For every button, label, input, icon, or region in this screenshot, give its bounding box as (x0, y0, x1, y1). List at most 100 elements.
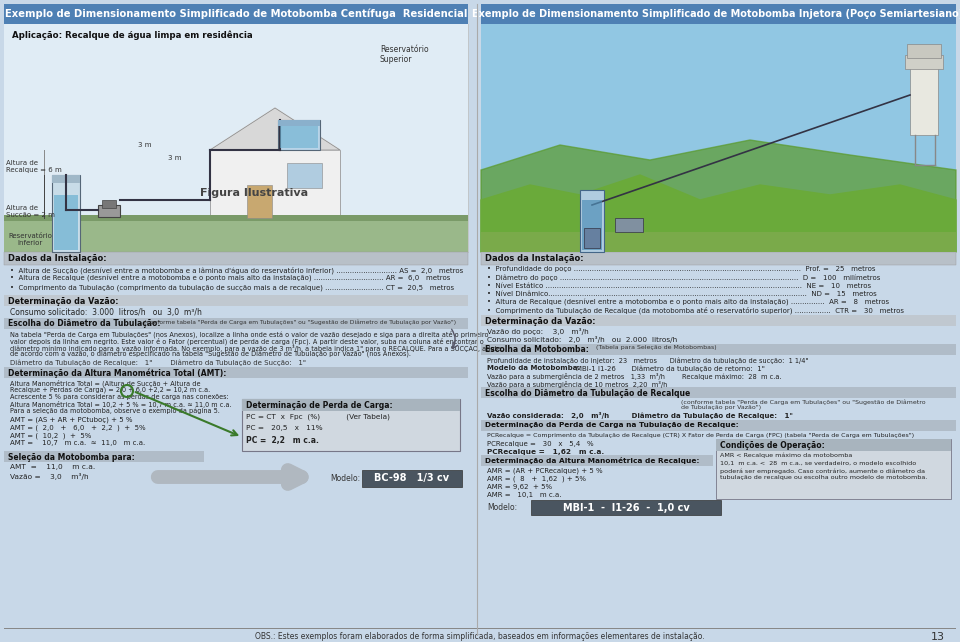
Bar (242, 399, 460, 411)
Text: AMT = (  10,2  )  +  5%: AMT = ( 10,2 ) + 5% (10, 433, 91, 439)
Text: Altura de
Succão = 2 m: Altura de Succão = 2 m (6, 205, 55, 218)
Bar (481, 232, 956, 252)
Bar (481, 24, 956, 252)
Bar (716, 439, 951, 451)
Text: Exemplo de Dimensionamento Simplificado de Motobomba Centífuga  Residencial: Exemplo de Dimensionamento Simplificado … (5, 9, 468, 19)
Text: PC = CT  x  Fpc  (%)           (Ver Tabela): PC = CT x Fpc (%) (Ver Tabela) (246, 414, 390, 421)
Text: Condições de Operação:: Condições de Operação: (720, 441, 825, 450)
Text: de Tubulação por Vazão"): de Tubulação por Vazão") (681, 406, 761, 410)
Bar (210, 150, 340, 218)
Text: poderá ser empregado. Caso contrário, aumente o diâmetro da: poderá ser empregado. Caso contrário, au… (720, 468, 925, 474)
Text: Na tabela "Perda de Carga em Tubulações" (nos Anexos), localize a linha onde est: Na tabela "Perda de Carga em Tubulações"… (10, 331, 489, 338)
Bar (4, 215, 468, 221)
Text: AMT = (  2,0   +   6,0   +  2,2  )  +  5%: AMT = ( 2,0 + 6,0 + 2,2 ) + 5% (10, 424, 146, 431)
Bar (615, 218, 643, 232)
Text: Vazão =    3,0    m³/h: Vazão = 3,0 m³/h (10, 473, 88, 480)
Text: PCRecalque =   30   x   5,4   %: PCRecalque = 30 x 5,4 % (487, 441, 593, 447)
Text: AMR = (AR + PCRecalque) + 5 %: AMR = (AR + PCRecalque) + 5 % (487, 468, 603, 474)
Bar (481, 387, 956, 398)
Bar (362, 470, 462, 487)
Bar (278, 120, 320, 150)
Text: Figura Ilustrativa: Figura Ilustrativa (200, 188, 308, 198)
Text: •  Altura de Recalque (desnível entre a motobomba e o ponto mais alto da instala: • Altura de Recalque (desnível entre a m… (487, 299, 889, 306)
Text: 3 m: 3 m (168, 155, 181, 161)
Bar (584, 228, 600, 248)
Text: •  Altura de Recalque (desnível entre a motobomba e o ponto mais alto da instala: • Altura de Recalque (desnível entre a m… (10, 275, 450, 282)
Bar (278, 120, 320, 126)
Text: PCRecalque = Comprimento da Tubulação de Recalque (CTR) X Fator de Perda de Carg: PCRecalque = Comprimento da Tubulação de… (487, 433, 914, 438)
Text: Vazão para a submergiência de 2 metros   1,33  m³/h        Recalque máximo:  28 : Vazão para a submergiência de 2 metros 1… (487, 373, 781, 380)
Text: (Tabela para Seleção de Motobombas): (Tabela para Seleção de Motobombas) (596, 345, 716, 351)
Text: Escolha da Motobomba:: Escolha da Motobomba: (485, 345, 588, 354)
Bar (242, 399, 460, 451)
Text: Altura Manométrica Total = 10,2 + 5 % = 10,7 m c.a. ≈ 11,0 m c.a.: Altura Manométrica Total = 10,2 + 5 % = … (10, 401, 231, 408)
Text: Seleção da Motobomba para:: Seleção da Motobomba para: (8, 453, 134, 462)
Bar (247, 185, 272, 218)
Text: PCRecalque =   1,62   m c.a.: PCRecalque = 1,62 m c.a. (487, 449, 604, 455)
Bar (907, 44, 941, 58)
Text: Diâmetro da Tubulação de Recalque:   1"        Diâmetro da Tubulação de Sucção: : Diâmetro da Tubulação de Recalque: 1" Di… (10, 359, 306, 365)
Text: Para a seleção da motobomba, observe o exemplo da página 5.: Para a seleção da motobomba, observe o e… (10, 408, 220, 414)
Bar (52, 175, 80, 183)
Text: Determinação da Vazão:: Determinação da Vazão: (485, 317, 595, 325)
Bar (102, 200, 116, 208)
Text: 13: 13 (931, 632, 945, 642)
Text: de acordo com a vazão, o diâmetro especificado na tabela "Sugestão de Diâmetro d: de acordo com a vazão, o diâmetro especi… (10, 352, 411, 358)
Bar (4, 215, 468, 252)
Bar (54, 195, 78, 250)
Bar (4, 4, 468, 24)
Bar (481, 252, 956, 265)
Text: (conforme tabela "Perda de Carga em Tubulações" ou "Sugestão de Diâmetro: (conforme tabela "Perda de Carga em Tubu… (681, 399, 925, 405)
Text: MBI-1 I1-26       Diâmetro da tubulação de retorno:  1": MBI-1 I1-26 Diâmetro da tubulação de ret… (576, 365, 765, 372)
Bar (4, 318, 468, 329)
Bar (531, 500, 721, 515)
Bar (98, 205, 120, 217)
Polygon shape (481, 140, 956, 252)
Text: Reservatório
Inferior: Reservatório Inferior (8, 233, 52, 246)
Text: Determinação de Perda de Carga:: Determinação de Perda de Carga: (246, 401, 393, 410)
Bar (4, 24, 468, 252)
Bar (481, 344, 956, 355)
Bar (481, 420, 956, 431)
Text: Escolha do Diâmetro da Tubulação:: Escolha do Diâmetro da Tubulação: (8, 320, 160, 329)
Text: Determinação da Altura Manométrica Total (AMT):: Determinação da Altura Manométrica Total… (8, 369, 227, 378)
Text: Modelo da Motobomba:: Modelo da Motobomba: (487, 365, 580, 371)
Text: •  Nível Dinâmico...............................................................: • Nível Dinâmico........................… (487, 290, 876, 297)
Text: AMT  =    11,0    m c.a.: AMT = 11,0 m c.a. (10, 464, 95, 470)
Bar (910, 65, 938, 135)
Text: Profundidade de instalação do injetor:  23   metros      Diâmetro da tubulação d: Profundidade de instalação do injetor: 2… (487, 357, 808, 363)
Text: Exemplo de Dimensionamento Simplificado de Motobomba Injetora (Poço Semiartesian: Exemplo de Dimensionamento Simplificado … (472, 9, 960, 19)
Bar (716, 439, 951, 499)
Bar (905, 55, 943, 69)
Bar (582, 200, 602, 250)
Bar (481, 315, 956, 326)
Bar (4, 24, 468, 252)
Text: Escolha do Diâmetro da Tubulação de Recalque: Escolha do Diâmetro da Tubulação de Reca… (485, 388, 690, 397)
Text: Acrescente 5 % para considerar as perdas de carga nas conexões:: Acrescente 5 % para considerar as perdas… (10, 394, 228, 399)
Text: Altura Manométrica Total = (Altura de Sucção + Altura de: Altura Manométrica Total = (Altura de Su… (10, 379, 201, 387)
Text: Determinação da Vazão:: Determinação da Vazão: (8, 297, 118, 306)
Text: Consumo solicitado:   2,0   m³/h   ou  2.000  litros/h: Consumo solicitado: 2,0 m³/h ou 2.000 li… (487, 336, 677, 343)
Text: Determinação da Perda de Carga na Tubulação de Recalque:: Determinação da Perda de Carga na Tubula… (485, 422, 738, 428)
Text: Modelo:: Modelo: (487, 503, 517, 512)
Bar (287, 163, 322, 188)
Text: valor depois da linha em negrito. Este valor é o Fator (percentual) de perda de : valor depois da linha em negrito. Este v… (10, 338, 484, 345)
Text: Aplicação: Recalque de água limpa em residência: Aplicação: Recalque de água limpa em res… (12, 30, 252, 40)
Bar (4, 367, 468, 378)
Bar (52, 175, 80, 252)
Text: Recalque + Perdas de Carga) = 2,0 + 6,0 +2,2 = 10,2 m c.a.: Recalque + Perdas de Carga) = 2,0 + 6,0 … (10, 386, 210, 393)
Bar (481, 4, 956, 24)
Text: 3 m: 3 m (138, 142, 152, 148)
Text: Consumo solicitado:  3.000  litros/h   ou  3,0  m³/h: Consumo solicitado: 3.000 litros/h ou 3,… (10, 308, 202, 317)
Text: MBI-1  -  I1-26  -  1,0 cv: MBI-1 - I1-26 - 1,0 cv (563, 503, 689, 513)
Text: PC =   20,5   x   11%: PC = 20,5 x 11% (246, 425, 323, 431)
Text: OBS.: Estes exemplos foram elaborados de forma simplificada, baseados em informa: OBS.: Estes exemplos foram elaborados de… (255, 632, 705, 641)
Bar (4, 451, 204, 462)
Bar (481, 455, 713, 466)
Bar (580, 190, 604, 252)
Bar (4, 628, 956, 629)
Text: AMR = (  8   +  1,62  ) + 5%: AMR = ( 8 + 1,62 ) + 5% (487, 476, 586, 483)
Text: •  Diâmetro do poço ............................................................: • Diâmetro do poço .....................… (487, 275, 880, 281)
Text: tubulação de recalque ou escolha outro modelo de motobomba.: tubulação de recalque ou escolha outro m… (720, 476, 927, 480)
Text: AMR < Recalque máximo da motobomba: AMR < Recalque máximo da motobomba (720, 453, 852, 458)
